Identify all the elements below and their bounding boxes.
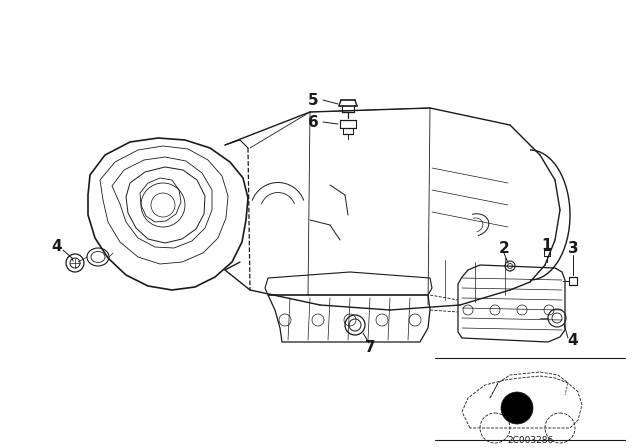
Text: 4: 4 [568, 332, 579, 348]
Text: 7: 7 [365, 340, 375, 354]
Text: 1: 1 [541, 237, 552, 253]
Text: 5: 5 [308, 92, 318, 108]
Text: 2: 2 [499, 241, 509, 255]
Text: 2C003286: 2C003286 [507, 435, 553, 444]
Text: 6: 6 [308, 115, 318, 129]
Text: 3: 3 [568, 241, 579, 255]
Text: 4: 4 [52, 238, 62, 254]
Circle shape [501, 392, 533, 424]
